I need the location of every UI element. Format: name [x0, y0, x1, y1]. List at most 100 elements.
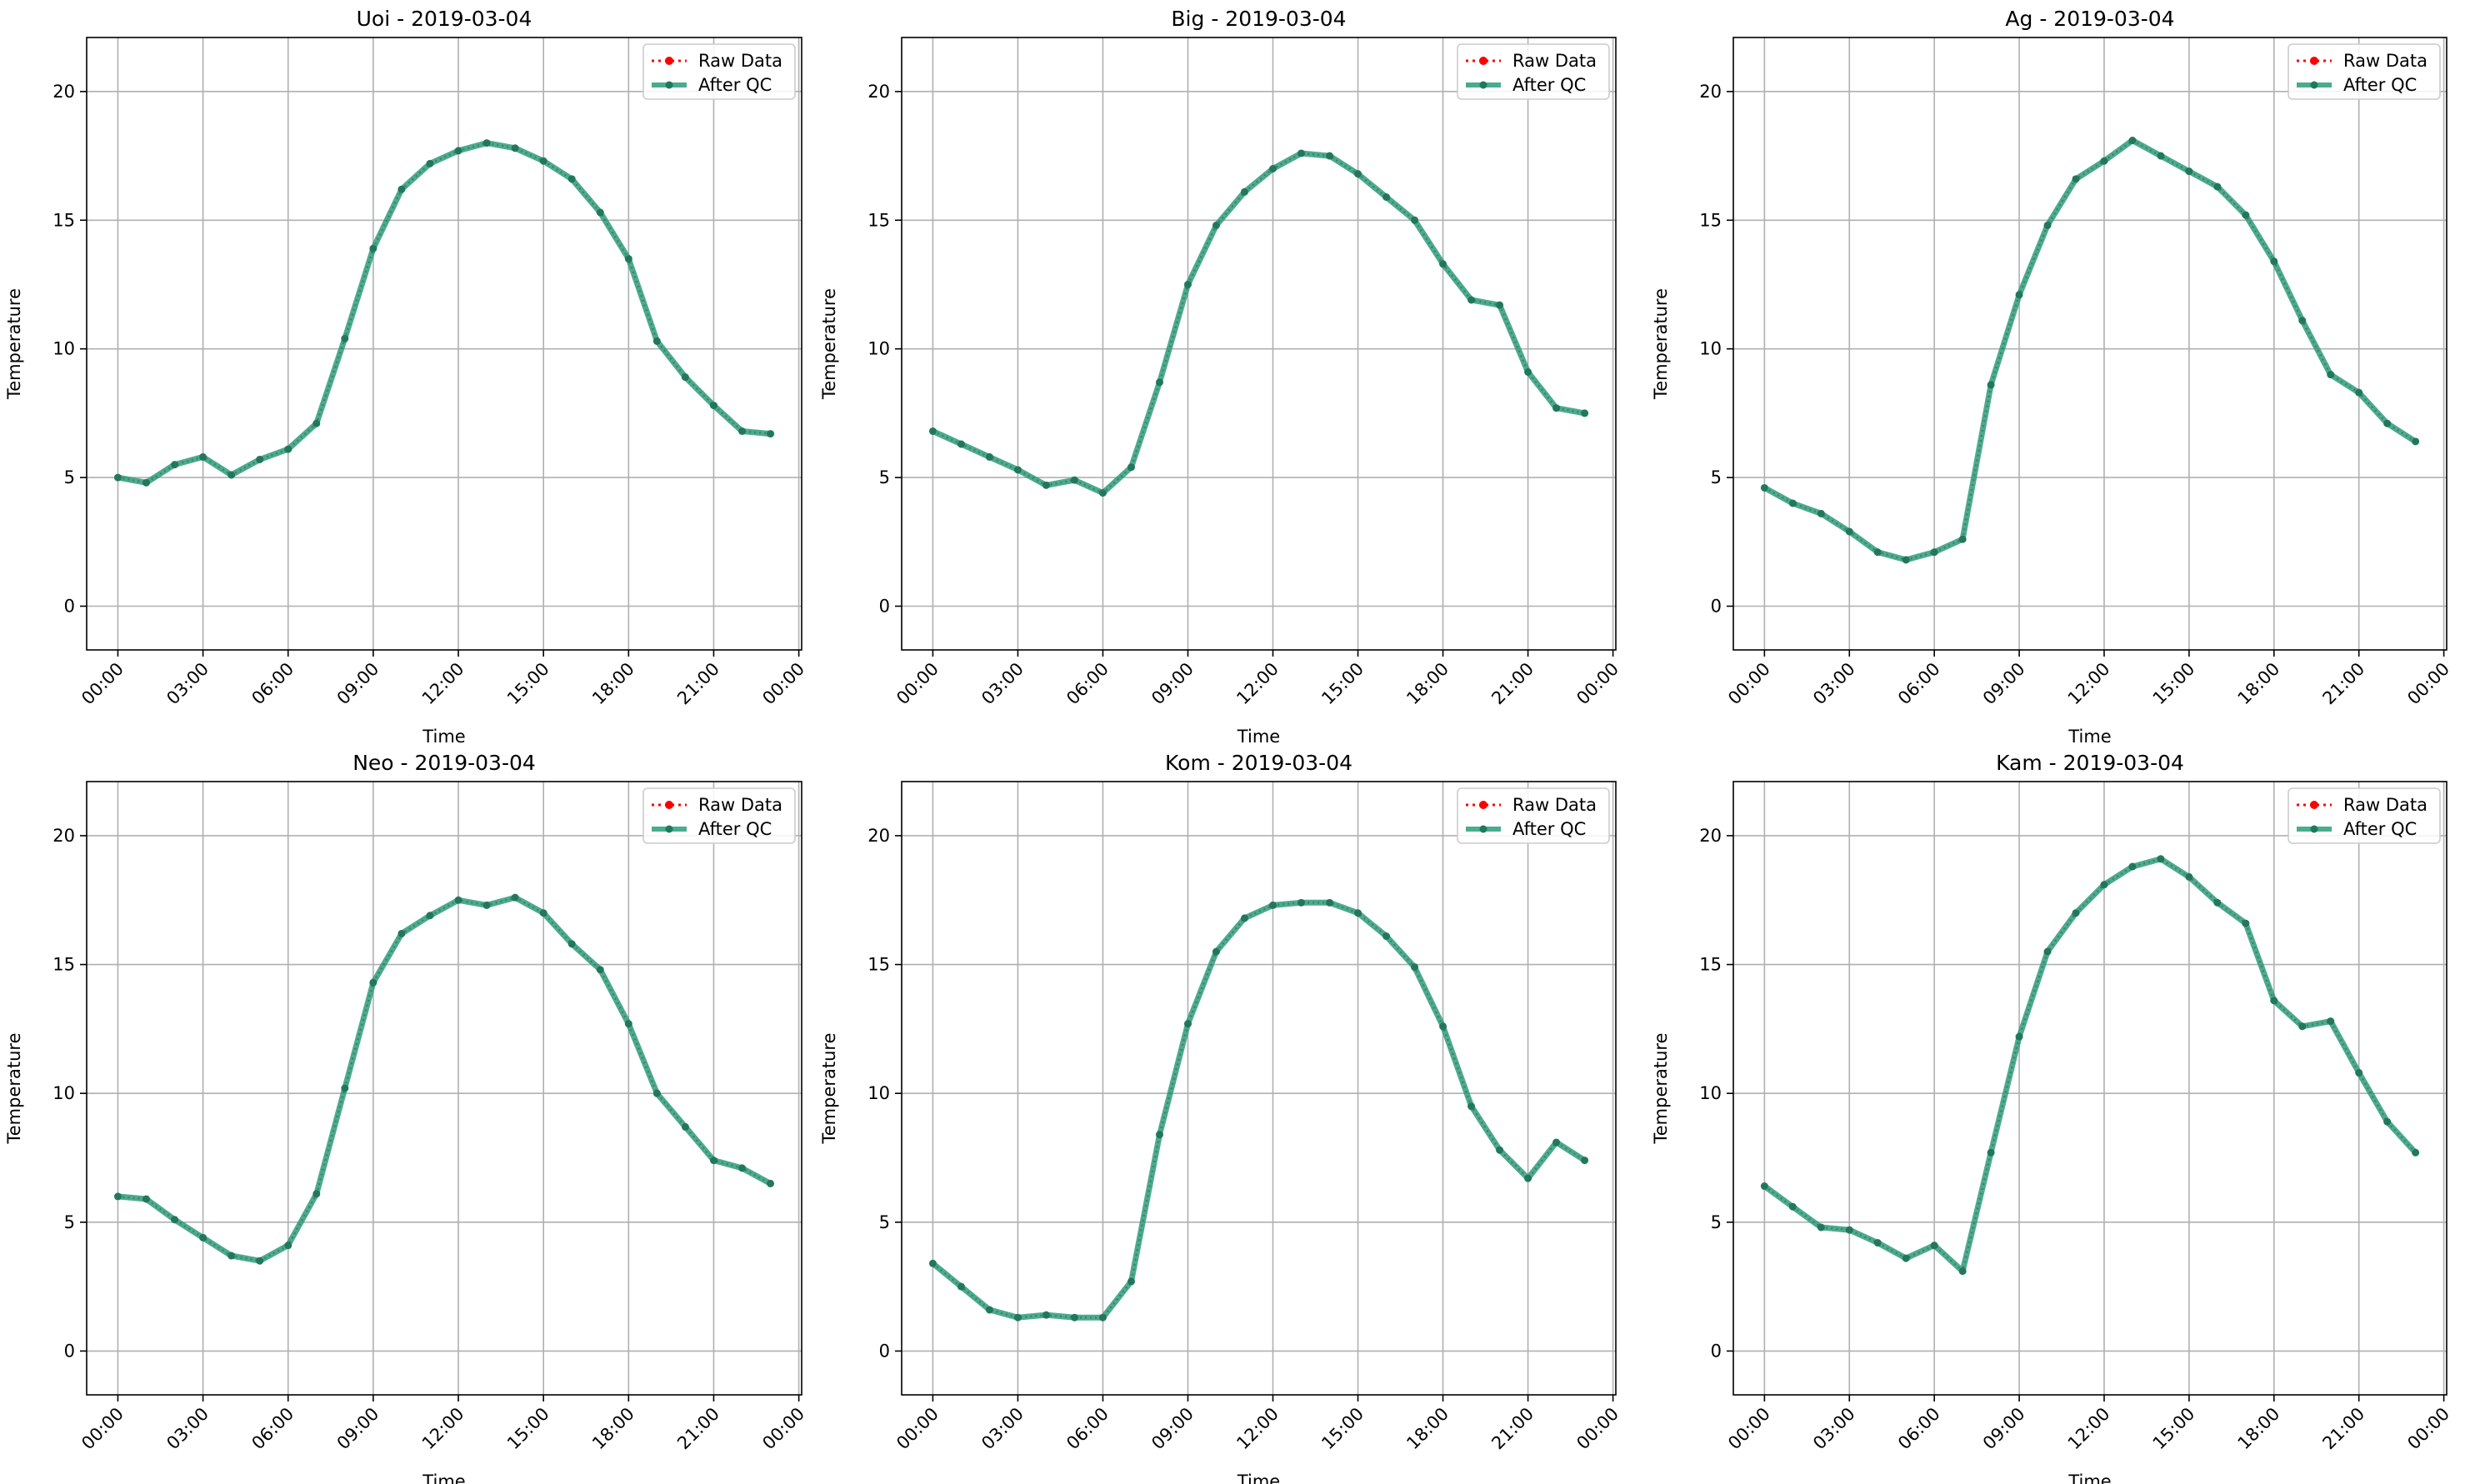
chart-panel-1: 00:00 03:00 06:00 09:00 12:00 15:00 18:00 21:00… — [819, 7, 1622, 747]
x-tick-label: 15:00 — [503, 659, 553, 709]
legend-raw-label: Raw Data — [2343, 51, 2428, 71]
after-qc-line — [115, 140, 773, 486]
y-tick-label: 15 — [52, 955, 75, 975]
y-tick-label: 10 — [52, 1083, 75, 1103]
y-tick-label: 5 — [879, 467, 890, 487]
y-tick-label: 10 — [868, 1083, 890, 1103]
legend-raw-marker — [665, 801, 673, 809]
x-tick-label: 03:00 — [1809, 1404, 1859, 1454]
after-qc-point — [2213, 898, 2222, 907]
x-tick-label: 03:00 — [162, 1404, 212, 1454]
raw-data-line — [932, 152, 1585, 495]
after-qc-point — [1070, 1313, 1078, 1322]
x-axis-label: Time — [2068, 1472, 2111, 1484]
after-qc-point — [482, 139, 491, 147]
x-tick-label: 18:00 — [588, 1404, 638, 1454]
y-tick-label: 0 — [1711, 1341, 1722, 1361]
chart-title: Kam - 2019-03-04 — [1996, 751, 2184, 775]
y-tick-label: 5 — [1711, 467, 1722, 487]
after-qc-point — [709, 1157, 718, 1165]
legend-qc-label: After QC — [698, 75, 772, 95]
after-qc-line — [929, 150, 1588, 497]
after-qc-point — [1070, 476, 1078, 484]
axes-frame — [901, 781, 1617, 1396]
legend-raw-marker — [2310, 801, 2318, 809]
after-qc-point — [2242, 919, 2250, 927]
x-tick-label: 00:00 — [1572, 659, 1622, 709]
y-axis-label: Temperature — [819, 288, 839, 400]
after-qc-point — [284, 1242, 292, 1250]
legend-qc-marker — [2310, 825, 2318, 833]
y-tick-label: 15 — [868, 210, 890, 230]
after-qc-point — [2157, 152, 2165, 160]
after-qc-point — [199, 452, 208, 461]
after-qc-point — [1760, 1182, 1768, 1191]
after-qc-point — [709, 402, 718, 410]
x-tick-label: 00:00 — [1724, 1404, 1774, 1454]
after-qc-point — [1155, 1131, 1163, 1139]
axes-frame — [1732, 781, 2448, 1396]
legend-qc-marker — [1479, 81, 1488, 89]
chart-panel-2: 00:00 03:00 06:00 09:00 12:00 15:00 18:00 21:00… — [1651, 7, 2453, 747]
after-qc-point — [767, 1179, 775, 1187]
x-tick-label: 12:00 — [2064, 1404, 2114, 1454]
y-tick-label: 10 — [1699, 339, 1722, 359]
x-axis-label: Time — [422, 1472, 465, 1484]
y-tick-label: 20 — [1699, 82, 1722, 102]
x-tick-label: 15:00 — [1318, 1404, 1368, 1454]
x-axis-label: Time — [422, 727, 465, 747]
x-tick-label: 00:00 — [78, 659, 128, 709]
y-axis-label: Temperature — [4, 1032, 24, 1144]
x-tick-label: 06:00 — [1062, 659, 1112, 709]
after-qc-point — [1581, 409, 1589, 417]
x-tick-label: 21:00 — [673, 659, 723, 709]
after-qc-point — [1552, 1138, 1561, 1147]
axes-frame — [86, 37, 802, 651]
after-qc-point — [1817, 509, 1825, 517]
after-qc-point — [2242, 211, 2250, 219]
legend-qc-label: After QC — [2343, 819, 2417, 839]
legend-qc-marker — [1479, 825, 1488, 833]
after-qc-point — [1326, 898, 1334, 907]
after-qc-point — [1902, 1254, 1910, 1262]
x-tick-label: 12:00 — [418, 659, 468, 709]
x-tick-label: 03:00 — [1809, 659, 1859, 709]
y-axis-label: Temperature — [819, 1032, 839, 1144]
after-qc-point — [454, 896, 462, 904]
x-tick-label: 06:00 — [1894, 1404, 1944, 1454]
x-tick-label: 12:00 — [418, 1404, 468, 1454]
x-tick-label: 18:00 — [1402, 1404, 1452, 1454]
after-qc-point — [2213, 182, 2222, 191]
y-tick-label: 20 — [52, 826, 75, 846]
x-axis-label: Time — [2068, 727, 2111, 747]
chart-title: Big - 2019-03-04 — [1171, 7, 1346, 31]
after-qc-point — [2043, 221, 2052, 229]
x-tick-label: 21:00 — [1488, 1404, 1538, 1454]
after-qc-point — [928, 1259, 937, 1267]
after-qc-point — [1013, 466, 1022, 474]
after-qc-point — [1873, 1239, 1882, 1247]
y-tick-label: 15 — [52, 210, 75, 230]
after-qc-point — [171, 461, 179, 469]
legend-raw-marker — [2310, 57, 2318, 65]
after-qc-point — [1013, 1313, 1022, 1322]
y-tick-label: 20 — [868, 82, 890, 102]
x-tick-label: 00:00 — [758, 659, 808, 709]
x-tick-label: 06:00 — [1062, 1404, 1112, 1454]
after-qc-point — [1496, 1146, 1504, 1154]
x-tick-label: 00:00 — [758, 1404, 808, 1454]
after-qc-point — [1987, 1148, 1995, 1157]
legend-qc-label: After QC — [1512, 75, 1586, 95]
after-qc-point — [1326, 152, 1334, 160]
y-tick-label: 5 — [1711, 1212, 1722, 1232]
y-tick-label: 15 — [868, 955, 890, 975]
legend-raw-marker — [1479, 57, 1488, 65]
after-qc-point — [596, 966, 604, 974]
raw-data-line — [1763, 857, 2417, 1273]
y-tick-label: 5 — [64, 1212, 75, 1232]
x-tick-label: 09:00 — [1148, 659, 1198, 709]
legend-qc-marker — [2310, 81, 2318, 89]
chart-panel-0: 00:00 03:00 06:00 09:00 12:00 15:00 18:00 21:00… — [4, 7, 808, 747]
after-qc-point — [113, 473, 122, 482]
after-qc-point — [596, 208, 604, 217]
